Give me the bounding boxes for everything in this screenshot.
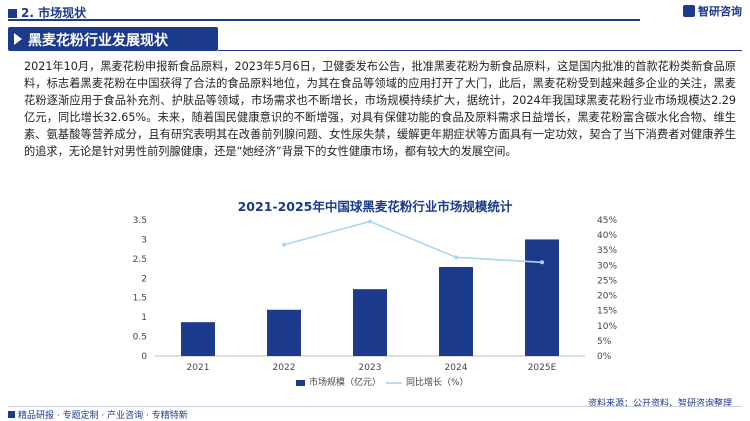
bar	[267, 309, 301, 356]
growth-point	[368, 219, 372, 224]
banner-title: 黑麦花粉行业发展现状	[28, 33, 168, 49]
banner-rule	[218, 50, 742, 51]
bar	[181, 322, 215, 356]
y-right-tick-label: 30%	[597, 261, 617, 271]
growth-point	[282, 242, 286, 247]
y-right-tick-label: 10%	[597, 322, 617, 332]
brand-name: 智研咨询	[698, 5, 742, 18]
y-right-tick-label: 40%	[597, 231, 617, 241]
growth-point	[454, 255, 458, 260]
y-left-tick-label: 1.5	[133, 294, 147, 304]
y-left-tick-label: 2	[141, 274, 147, 284]
y-left-tick-label: 0	[141, 352, 147, 362]
y-left-tick-label: 3.5	[133, 216, 147, 226]
bar	[439, 267, 473, 356]
footer-text: 精品研报 · 专题定制 · 产业咨询 · 专精特新	[18, 411, 188, 421]
growth-line	[283, 220, 543, 264]
section-title: 2. 市场现状	[8, 4, 86, 21]
banner: 黑麦花粉行业发展现状	[8, 27, 218, 51]
y-left-tick-label: 0.5	[133, 333, 147, 343]
footer-square-icon	[8, 411, 15, 418]
growth-point	[540, 260, 544, 265]
y-right-tick-label: 25%	[597, 276, 617, 286]
section-square-icon	[8, 9, 17, 18]
chart-title: 2021-2025年中国球黑麦花粉行业市场规模统计	[237, 199, 513, 214]
bar	[525, 239, 559, 356]
y-right-tick-label: 5%	[597, 337, 612, 347]
x-tick-label: 2021	[187, 363, 210, 373]
y-right-tick-label: 15%	[597, 307, 617, 317]
body-paragraph: 2021年10月，黑麦花粉申报新食品原料，2023年5月6日，卫健委发布公告，批…	[24, 60, 736, 158]
y-left-tick-label: 1	[141, 313, 147, 323]
y-right-tick-label: 45%	[597, 216, 617, 226]
y-left-tick-label: 2.5	[133, 255, 147, 265]
top-rule	[8, 19, 640, 21]
legend-bar-swatch	[296, 380, 305, 386]
section-label: 2. 市场现状	[21, 6, 87, 20]
x-tick-label: 2022	[273, 363, 296, 373]
legend-line-label: 同比增长（%）	[406, 376, 469, 388]
play-arrow-icon	[14, 33, 22, 45]
x-tick-label: 2025E	[528, 363, 557, 373]
footer-rule	[8, 406, 742, 407]
x-tick-label: 2024	[445, 363, 468, 373]
y-right-tick-label: 35%	[597, 246, 617, 256]
y-right-tick-label: 0%	[597, 352, 612, 362]
brand: 智研咨询	[683, 3, 742, 19]
y-right-tick-label: 20%	[597, 292, 617, 302]
y-left-tick-label: 3	[141, 235, 147, 245]
top-bar: 2. 市场现状 智研咨询	[0, 0, 750, 22]
x-tick-label: 2023	[359, 363, 382, 373]
brand-logo-icon	[683, 5, 695, 17]
source-note: 资料来源：公开资料、智研咨询整理	[587, 399, 732, 409]
bar	[353, 289, 387, 356]
legend-bar-label: 市场规模（亿元）	[309, 376, 381, 388]
footer-tagline: 精品研报 · 专题定制 · 产业咨询 · 专精特新	[8, 408, 188, 421]
